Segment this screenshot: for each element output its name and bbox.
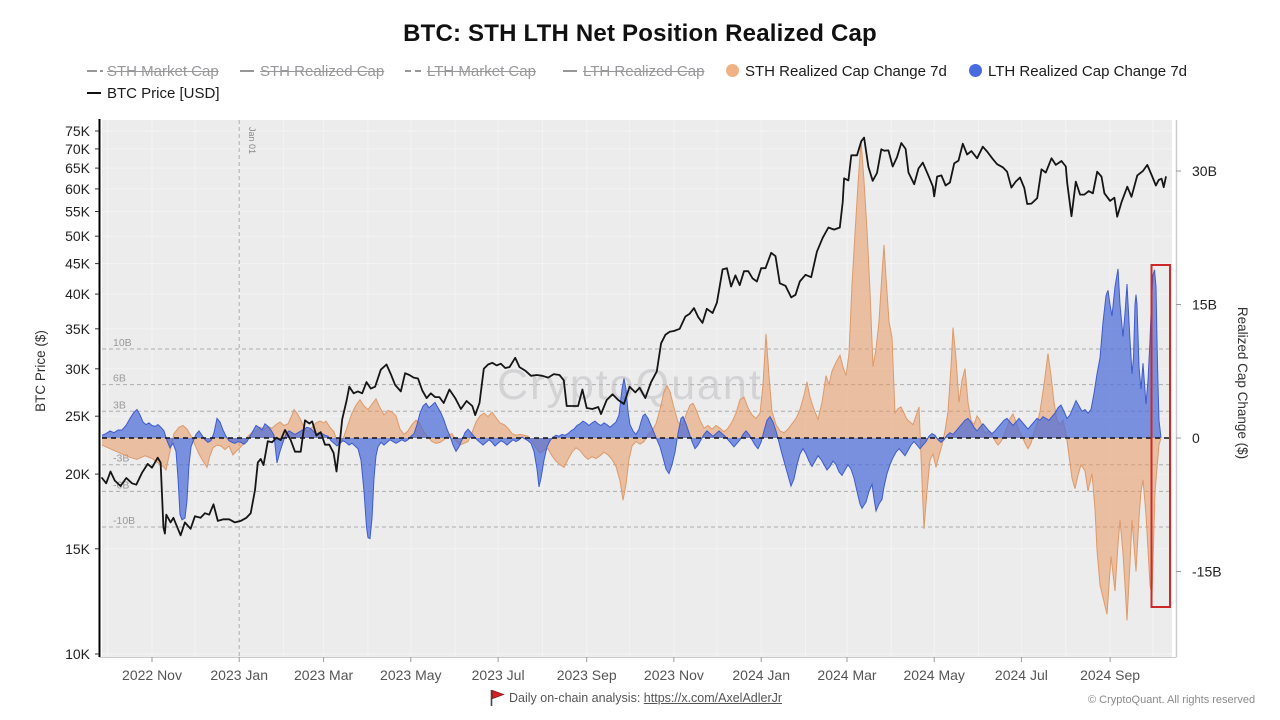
svg-text:30K: 30K <box>65 361 91 377</box>
svg-text:10K: 10K <box>65 646 91 662</box>
svg-text:50K: 50K <box>65 228 91 244</box>
svg-text:15B: 15B <box>1192 297 1217 313</box>
svg-text:60K: 60K <box>65 181 91 197</box>
svg-text:2023 Jul: 2023 Jul <box>472 667 525 683</box>
svg-text:Realized Cap Change ($): Realized Cap Change ($) <box>1235 307 1250 459</box>
svg-text:15K: 15K <box>65 541 91 557</box>
svg-text:70K: 70K <box>65 141 91 157</box>
svg-text:75K: 75K <box>65 123 91 139</box>
svg-text:65K: 65K <box>65 160 91 176</box>
svg-text:2024 Jul: 2024 Jul <box>995 667 1048 683</box>
svg-text:2023 Nov: 2023 Nov <box>644 667 704 683</box>
svg-text:55K: 55K <box>65 204 91 220</box>
svg-text:2024 Jan: 2024 Jan <box>732 667 790 683</box>
svg-text:2024 Sep: 2024 Sep <box>1080 667 1140 683</box>
svg-text:-10B: -10B <box>113 515 135 527</box>
svg-text:Jan 01: Jan 01 <box>247 127 257 154</box>
svg-text:-15B: -15B <box>1192 564 1222 580</box>
svg-text:0: 0 <box>1192 430 1200 446</box>
svg-text:10B: 10B <box>113 337 132 349</box>
svg-text:40K: 40K <box>65 286 91 302</box>
svg-text:30B: 30B <box>1192 163 1217 179</box>
svg-text:CryptoQuant: CryptoQuant <box>497 361 763 409</box>
svg-text:6B: 6B <box>113 373 126 385</box>
svg-text:2023 Mar: 2023 Mar <box>294 667 353 683</box>
svg-text:2022 Nov: 2022 Nov <box>122 667 182 683</box>
svg-text:BTC Price ($): BTC Price ($) <box>33 330 48 412</box>
svg-text:2024 Mar: 2024 Mar <box>817 667 876 683</box>
svg-text:35K: 35K <box>65 321 91 337</box>
svg-text:2024 May: 2024 May <box>903 667 964 683</box>
svg-text:2023 May: 2023 May <box>380 667 441 683</box>
svg-text:45K: 45K <box>65 256 91 272</box>
svg-text:2023 Sep: 2023 Sep <box>557 667 617 683</box>
svg-text:2023 Jan: 2023 Jan <box>210 667 268 683</box>
svg-text:20K: 20K <box>65 466 91 482</box>
svg-text:3B: 3B <box>113 399 126 411</box>
svg-text:25K: 25K <box>65 408 91 424</box>
